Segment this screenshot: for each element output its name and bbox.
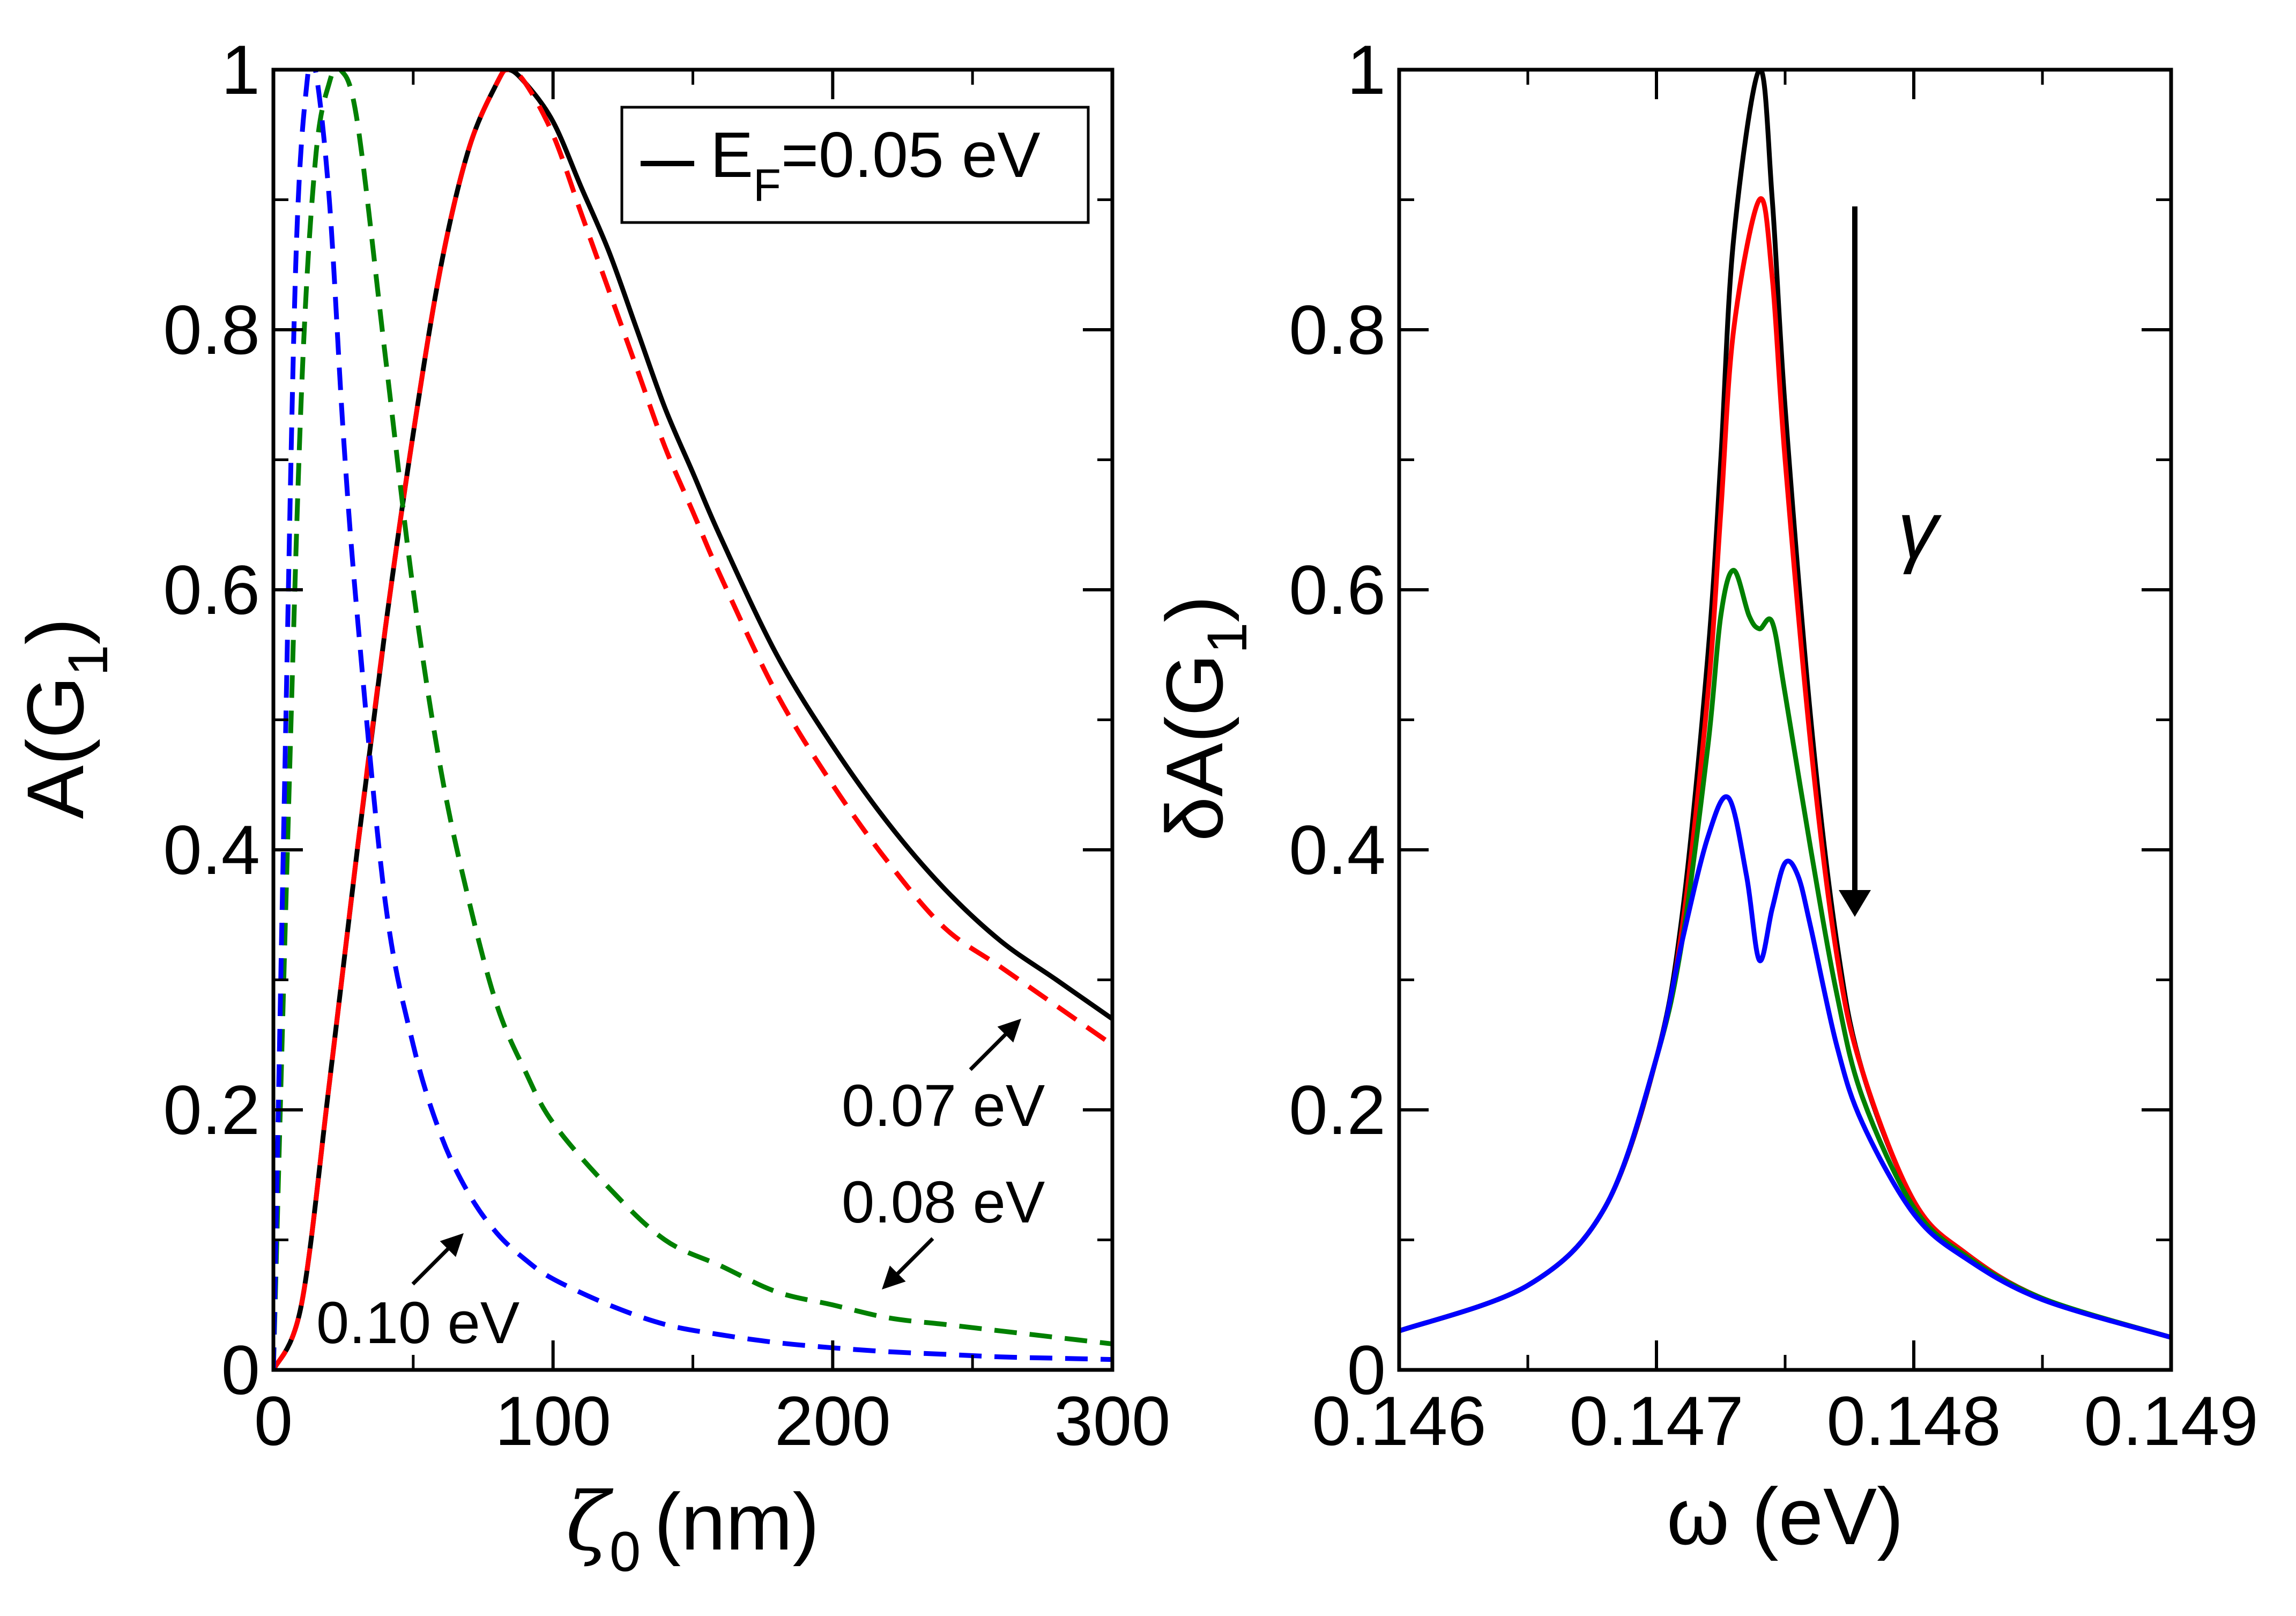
legend-box: [620, 106, 1090, 224]
right-series-3: [1399, 794, 2171, 1340]
left-ytick-label: 0.8: [163, 291, 260, 369]
right-ytick-label: 0.2: [1289, 1071, 1386, 1149]
right-ytick-label: 0.4: [1289, 811, 1386, 889]
annotation-arrow-010: [411, 1233, 464, 1286]
annotation-008: 0.08 eV: [842, 1169, 1045, 1235]
left-series-2: [273, 70, 1112, 1370]
left-legend: EF=0.05 eV: [620, 106, 1090, 224]
left-ytick-label: 0: [221, 1331, 260, 1409]
annotation-arrow-008: [882, 1237, 934, 1289]
left-x-axis-label: ζ0 (nm): [566, 1476, 820, 1583]
left-ticks: 0 100 200 300 0 0.2 0.4 0.6 0.8 1: [163, 31, 1170, 1460]
right-curves: [1399, 70, 2171, 1340]
left-xtick-label: 200: [775, 1382, 891, 1460]
left-series-1: [273, 70, 1112, 1370]
annotation-arrow-007: [969, 1019, 1021, 1071]
gamma-label: γ: [1898, 485, 1942, 575]
left-ytick-label: 0.4: [163, 811, 260, 889]
right-xtick-label: 0.148: [1826, 1382, 2001, 1460]
left-y-axis-label: A(G1): [10, 618, 120, 819]
right-ticks: 0.146 0.147 0.148 0.149 0 0.2 0.4 0.6 0.8 1: [1289, 31, 2258, 1460]
left-series-0: [273, 70, 1112, 1370]
right-ytick-label: 0.8: [1289, 291, 1386, 369]
right-ytick-label: 1: [1347, 31, 1386, 109]
left-ytick-label: 0.6: [163, 551, 260, 629]
left-series-3: [273, 70, 1112, 1370]
right-ytick-label: 0: [1347, 1331, 1386, 1409]
right-y-axis-label: δA(G1): [1149, 596, 1259, 842]
left-xtick-label: 300: [1054, 1382, 1171, 1460]
right-xtick-label: 0.147: [1569, 1382, 1743, 1460]
left-plot-frame: [271, 68, 1114, 1372]
left-annotations: 0.07 eV 0.08 eV 0.10 eV: [316, 1019, 1045, 1356]
left-xtick-label: 0: [254, 1382, 293, 1460]
legend-label: EF=0.05 eV: [710, 119, 1041, 211]
right-plot-frame: [1397, 68, 2173, 1372]
annotation-010: 0.10 eV: [316, 1290, 519, 1356]
right-xtick-label: 0.146: [1312, 1382, 1486, 1460]
right-ytick-label: 0.6: [1289, 551, 1386, 629]
left-ytick-label: 1: [221, 31, 260, 109]
right-xtick-label: 0.149: [2084, 1382, 2258, 1460]
left-curves: [273, 70, 1112, 1370]
left-xtick-label: 100: [495, 1382, 611, 1460]
left-ytick-label: 0.2: [163, 1071, 260, 1149]
right-x-axis-label: ω (eV): [1667, 1471, 1904, 1561]
annotation-007: 0.07 eV: [842, 1073, 1045, 1139]
right-panel: 0.146 0.147 0.148 0.149 0 0.2 0.4 0.6 0.8 1 γ ω (…: [1149, 31, 2258, 1561]
left-panel: 0 100 200 300 0 0.2 0.4 0.6 0.8 1 EF=0.05 eV 0.07…: [10, 31, 1170, 1583]
